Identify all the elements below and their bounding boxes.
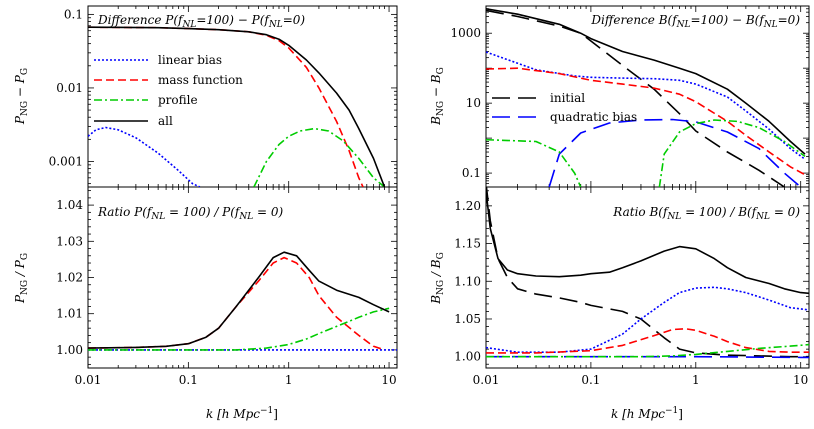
bispectrum-difference-ytick-label: 10 — [466, 96, 481, 110]
power-ratio-ytick-label: 1.03 — [56, 234, 83, 248]
legend-label-mass-function: mass function — [158, 73, 243, 87]
bispectrum-ratio-ytick-label: 1.20 — [454, 199, 481, 213]
power-ratio-series-profile — [88, 307, 390, 351]
power-ratio-xtick-label: 0.1 — [179, 373, 198, 387]
bispectrum-ratio-xtick-label: 10 — [793, 373, 808, 387]
bispectrum-ratio-series-initial — [486, 187, 809, 358]
power-ratio-series-all — [88, 251, 390, 349]
series-layer — [88, 8, 809, 359]
bispectrum-difference-ylabel: BNG − BG — [429, 67, 446, 126]
power-difference-ylabel: PNG − PG — [13, 68, 30, 125]
bispectrum-ratio-ytick-label: 1.15 — [454, 237, 481, 251]
power-difference-ytick-label: 0.001 — [49, 154, 83, 168]
legend-label-all: all — [158, 114, 173, 128]
bispectrum-ratio-ytick-label: 1.10 — [454, 274, 481, 288]
power-difference-series-profile — [253, 127, 386, 187]
power-ratio-ytick-label: 1.04 — [56, 198, 83, 212]
bispectrum-ratio-xtick-label: 1 — [692, 373, 700, 387]
power-legend: linear bias mass function profile all — [94, 53, 243, 128]
power-difference-series-mass-function — [88, 26, 364, 187]
power-difference-ticks: 0.001 0.01 0.1 — [49, 6, 397, 187]
power-difference-title: Difference P(fNL=100) − P(fNL=0) — [97, 13, 305, 30]
power-difference-series-all — [88, 26, 386, 187]
bispectrum-ratio-ytick-label: 1.05 — [454, 312, 481, 326]
bispectrum-ratio-ylabel: BNG / BG — [429, 252, 446, 305]
bispectrum-difference-series-profile — [486, 138, 582, 187]
bispectrum-ratio-xlabel: k [h Mpc−1] — [611, 406, 683, 421]
power-ratio-title: Ratio P(fNL = 100) / P(fNL = 0) — [97, 205, 284, 222]
bispectrum-difference-frame — [485, 5, 810, 188]
bispectrum-ratio-series-linear-bias — [486, 286, 809, 354]
bispectrum-difference-series-profile — [658, 119, 806, 187]
legend-label-quadratic-bias: quadratic bias — [550, 110, 637, 124]
power-ratio-xlabel: k [h Mpc−1] — [206, 406, 278, 421]
bispectrum-difference-ytick-label: 1000 — [450, 26, 481, 40]
bispectrum-legend: initial quadratic bias — [492, 91, 637, 124]
legend-label-linear-bias: linear bias — [158, 53, 222, 67]
power-ratio-xtick-label: 1 — [285, 373, 293, 387]
bispectrum-ratio-title: Ratio B(fNL = 100) / B(fNL = 0) — [612, 205, 800, 222]
bispectrum-ratio-xtick-label: 0.1 — [581, 373, 600, 387]
bispectrum-difference-ytick-label: 0.1 — [462, 166, 481, 180]
power-ratio-xtick-label: 0.01 — [75, 373, 102, 387]
power-ratio-ytick-label: 1.01 — [56, 307, 83, 321]
bispectrum-difference-series-quadratic-bias — [548, 118, 802, 187]
power-difference-series-linear-bias — [88, 126, 201, 187]
power-difference-frame — [87, 5, 398, 188]
power-difference-series-group — [88, 26, 386, 187]
power-difference-ytick-label: 0.1 — [64, 7, 83, 21]
bispectrum-difference-title: Difference B(fNL=100) − B(fNL=0) — [590, 13, 800, 30]
power-ratio-series-mass-function — [88, 256, 385, 351]
power-ratio-xtick-label: 10 — [381, 373, 396, 387]
bispectrum-difference-series-group — [486, 8, 806, 187]
power-ratio-ytick-label: 1.00 — [56, 343, 83, 357]
bispectrum-ratio-series-mass-function — [486, 327, 809, 354]
bispectrum-difference-series-mass-function — [486, 67, 806, 176]
bispectrum-difference-ticks: 0.1 10 1000 — [450, 5, 809, 188]
legend-label-initial: initial — [550, 91, 585, 105]
bispectrum-ratio-series-all — [486, 190, 809, 295]
legend-label-profile: profile — [158, 93, 198, 107]
power-ratio-ylabel: PNG / PG — [13, 253, 30, 304]
power-difference-ytick-label: 0.01 — [56, 81, 83, 95]
bispectrum-difference-series-initial — [486, 9, 785, 187]
bispectrum-ratio-series-group — [486, 187, 809, 359]
bispectrum-ratio-frame — [485, 186, 810, 369]
bispectrum-difference-series-linear-bias — [486, 51, 806, 160]
power-ratio-series-group — [88, 251, 397, 351]
bispectrum-ratio-xtick-label: 0.01 — [473, 373, 500, 387]
bispectrum-difference-series-all — [486, 8, 806, 155]
bispectrum-ratio-ytick-label: 1.00 — [454, 350, 481, 364]
power-ratio-ytick-label: 1.02 — [56, 271, 83, 285]
bispectrum-ratio-series-profile — [486, 343, 809, 358]
